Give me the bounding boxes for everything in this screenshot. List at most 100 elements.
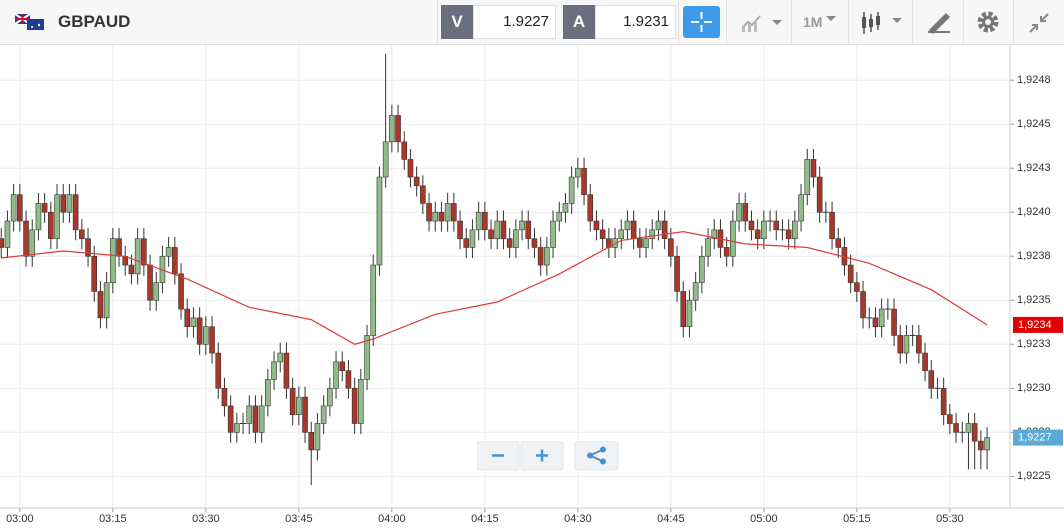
candle-body	[556, 211, 563, 222]
candle-body	[407, 159, 414, 178]
candle-body	[519, 220, 525, 231]
ask-label[interactable]: A	[563, 5, 595, 39]
candle-body	[23, 220, 29, 257]
candle-body	[798, 194, 804, 222]
candle-body	[358, 379, 364, 424]
separator	[963, 0, 964, 44]
candle-body	[854, 282, 860, 292]
candle-body	[742, 203, 749, 222]
candle-body	[17, 194, 23, 222]
candle-body	[172, 247, 178, 275]
candle-body	[382, 141, 389, 178]
candle-body	[333, 361, 339, 389]
candle-body	[184, 308, 191, 327]
candle-body	[792, 220, 798, 239]
candle-body	[4, 220, 11, 248]
candle-body	[971, 423, 978, 442]
candle-body	[420, 185, 426, 204]
candle-body	[587, 194, 594, 222]
candle-body	[271, 361, 277, 380]
y-tick-label: 1,9230	[1017, 382, 1051, 394]
candle-body	[550, 220, 556, 248]
candle-body	[730, 220, 736, 257]
moving-average-line	[1, 230, 988, 345]
candle-body	[227, 405, 234, 433]
candle-body	[66, 194, 73, 213]
draw-tool-button[interactable]	[926, 10, 952, 34]
toolbar: GBPAUD V 1.9227 A 1.9231 1M	[0, 0, 1064, 45]
share-button[interactable]	[574, 441, 619, 471]
zoom-controls	[477, 441, 619, 471]
candle-body	[562, 203, 569, 213]
candle-body	[475, 211, 482, 231]
candle-body	[500, 220, 507, 239]
ask-price[interactable]: 1.9231	[595, 5, 676, 39]
candle-body	[661, 220, 668, 239]
candle-body	[965, 423, 972, 433]
candle-body	[705, 238, 711, 257]
candle-body	[196, 317, 203, 345]
candle-body	[209, 326, 215, 354]
x-tick-label: 03:15	[99, 513, 127, 525]
price-tag	[1013, 429, 1063, 446]
x-tick-label: 04:30	[564, 513, 592, 525]
candle-body	[178, 273, 184, 310]
candle-body	[116, 238, 122, 257]
candle-body	[916, 335, 922, 354]
candle-body	[810, 159, 817, 178]
candle-body	[537, 247, 544, 266]
candle-body	[674, 255, 680, 292]
x-tick-label: 04:00	[378, 513, 406, 525]
candle-body	[748, 220, 755, 231]
candle-body	[668, 238, 674, 257]
candle-body	[754, 229, 761, 239]
candle-body	[134, 238, 141, 275]
x-tick-label: 05:00	[750, 513, 778, 525]
candle-body	[48, 211, 54, 239]
candle-body	[804, 159, 811, 195]
candle-body	[928, 370, 935, 389]
settings-button[interactable]	[976, 10, 1000, 34]
candle-body	[953, 423, 959, 433]
candle-body	[147, 264, 153, 301]
candle-body	[141, 238, 147, 266]
x-tick-label: 03:45	[285, 513, 313, 525]
y-tick-label: 1,9233	[1017, 338, 1051, 350]
candle-body	[878, 308, 885, 327]
candle-body	[401, 141, 408, 160]
candle-body	[897, 335, 904, 354]
y-tick-label: 1,9235	[1017, 294, 1051, 306]
candle-body	[692, 282, 699, 301]
candle-body	[903, 335, 910, 354]
bid-price[interactable]: 1.9227	[473, 5, 556, 39]
y-tick-label: 1,9248	[1017, 74, 1051, 86]
candle-body	[252, 405, 259, 433]
candle-body	[637, 238, 643, 248]
chart-type-button[interactable]	[860, 10, 905, 36]
candle-body	[630, 220, 637, 239]
candle-body	[575, 167, 581, 178]
candle-body	[345, 370, 352, 389]
candle-body	[296, 396, 302, 415]
interval-selector[interactable]: 1M	[803, 14, 823, 30]
candle-body	[568, 176, 575, 204]
indicators-button[interactable]	[740, 12, 785, 34]
price-tag-label: 1,9234	[1018, 319, 1052, 331]
separator	[912, 0, 913, 44]
x-tick-label: 05:30	[936, 513, 964, 525]
candle-body	[513, 229, 519, 248]
collapse-button[interactable]	[1027, 11, 1051, 35]
candle-body	[413, 176, 420, 187]
candle-body	[773, 220, 780, 231]
candle-body	[339, 361, 346, 371]
candle-body	[54, 194, 60, 239]
candle-body	[234, 423, 240, 433]
candle-body	[618, 229, 625, 239]
candle-body	[785, 229, 792, 239]
candle-body	[364, 335, 370, 380]
candle-body	[389, 115, 395, 143]
candle-body	[302, 396, 308, 433]
price-tag	[1013, 316, 1063, 333]
crosshair-button[interactable]	[683, 6, 720, 38]
bid-label[interactable]: V	[441, 5, 473, 39]
